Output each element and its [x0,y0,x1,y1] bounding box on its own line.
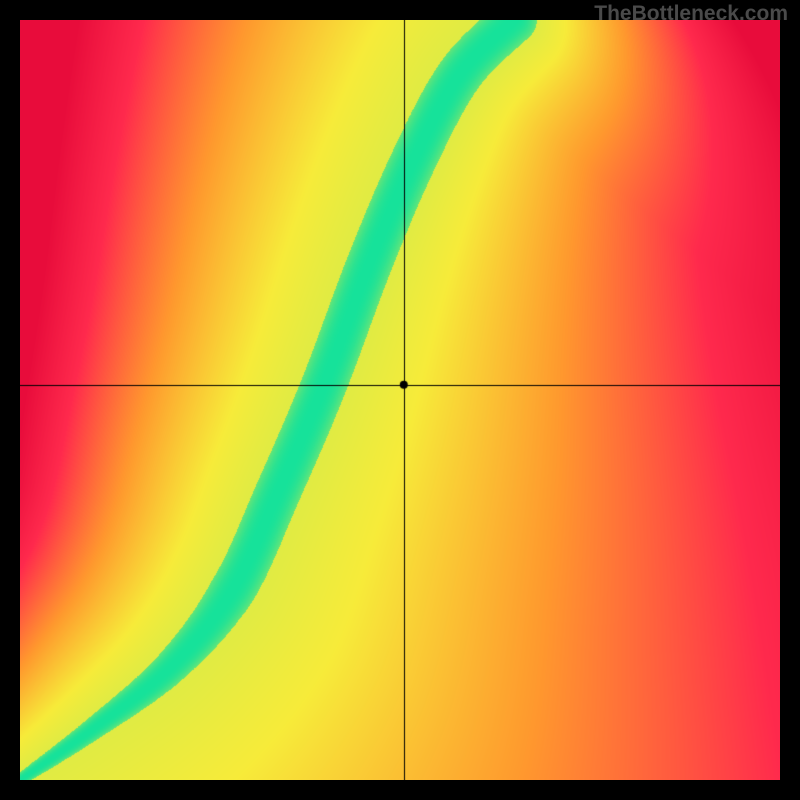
bottleneck-heatmap [20,20,780,780]
chart-container: TheBottleneck.com [0,0,800,800]
watermark-text: TheBottleneck.com [594,2,788,26]
